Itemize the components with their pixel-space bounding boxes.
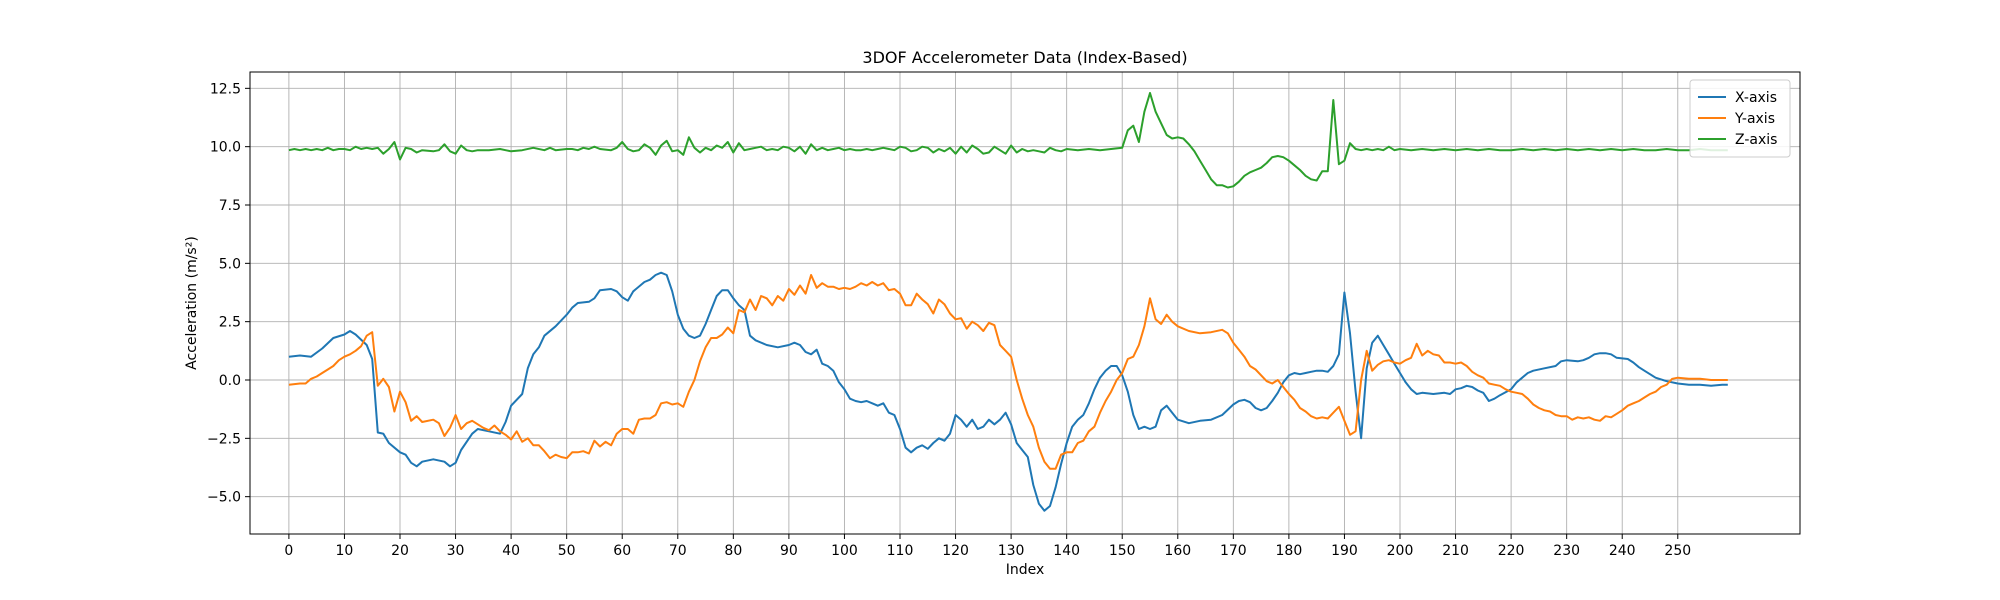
- y-axis-title: Acceleration (m/s²): [184, 236, 200, 370]
- series-lines: [288, 92, 1728, 512]
- legend-label-y-axis: Y-axis: [1734, 111, 1775, 127]
- x-tick-label: 250: [1664, 543, 1691, 559]
- x-axis-series-line: [288, 271, 1728, 512]
- x-tick-label: 210: [1442, 543, 1469, 559]
- x-tick-label: 240: [1609, 543, 1636, 559]
- legend-label-x-axis: X-axis: [1735, 90, 1777, 106]
- x-tick-label: 170: [1220, 543, 1247, 559]
- y-tick-label: −5.0: [207, 490, 241, 506]
- x-tick-label: 180: [1276, 543, 1303, 559]
- x-tick-label: 130: [998, 543, 1025, 559]
- z-axis-series-line: [288, 92, 1728, 189]
- grid: [250, 72, 1800, 534]
- legend-label-z-axis: Z-axis: [1735, 132, 1777, 148]
- x-tick-label: 30: [447, 543, 465, 559]
- x-axis-ticks: 0 10 20 30 40 50 60 70 80 90 100 110 120 130 140 150 160…: [284, 534, 1691, 559]
- x-tick-label: 120: [942, 543, 969, 559]
- x-tick-label: 0: [284, 543, 293, 559]
- x-tick-label: 150: [1109, 543, 1136, 559]
- legend: X-axis Y-axis Z-axis: [1689, 79, 1791, 158]
- y-tick-label: 0.0: [219, 373, 241, 389]
- y-tick-label: 12.5: [210, 81, 241, 97]
- plot-area-frame: [249, 71, 1801, 535]
- x-tick-label: 10: [336, 543, 354, 559]
- y-tick-label: 5.0: [219, 256, 241, 272]
- legend-box: [1689, 79, 1791, 158]
- x-tick-label: 90: [780, 543, 798, 559]
- x-tick-label: 80: [724, 543, 742, 559]
- y-tick-label: −2.5: [207, 431, 241, 447]
- x-tick-label: 20: [391, 543, 409, 559]
- x-tick-label: 40: [502, 543, 520, 559]
- y-tick-label: 10.0: [210, 140, 241, 156]
- x-tick-label: 140: [1053, 543, 1080, 559]
- x-tick-label: 100: [831, 543, 858, 559]
- x-tick-label: 60: [613, 543, 631, 559]
- x-tick-label: 160: [1164, 543, 1191, 559]
- x-tick-label: 70: [669, 543, 687, 559]
- chart-title: 3DOF Accelerometer Data (Index-Based): [862, 48, 1187, 67]
- x-tick-label: 200: [1387, 543, 1414, 559]
- x-tick-label: 220: [1498, 543, 1525, 559]
- x-tick-label: 110: [887, 543, 914, 559]
- y-axis-ticks: −5.0 −2.5 0.0 2.5 5.0 7.5 10.0 12.5: [207, 81, 250, 506]
- y-axis-series-line: [288, 274, 1728, 470]
- x-tick-label: 230: [1553, 543, 1580, 559]
- y-tick-label: 2.5: [219, 315, 241, 331]
- x-tick-label: 190: [1331, 543, 1358, 559]
- x-tick-label: 50: [558, 543, 576, 559]
- x-axis-title: Index: [1006, 562, 1045, 578]
- y-tick-label: 7.5: [219, 198, 241, 214]
